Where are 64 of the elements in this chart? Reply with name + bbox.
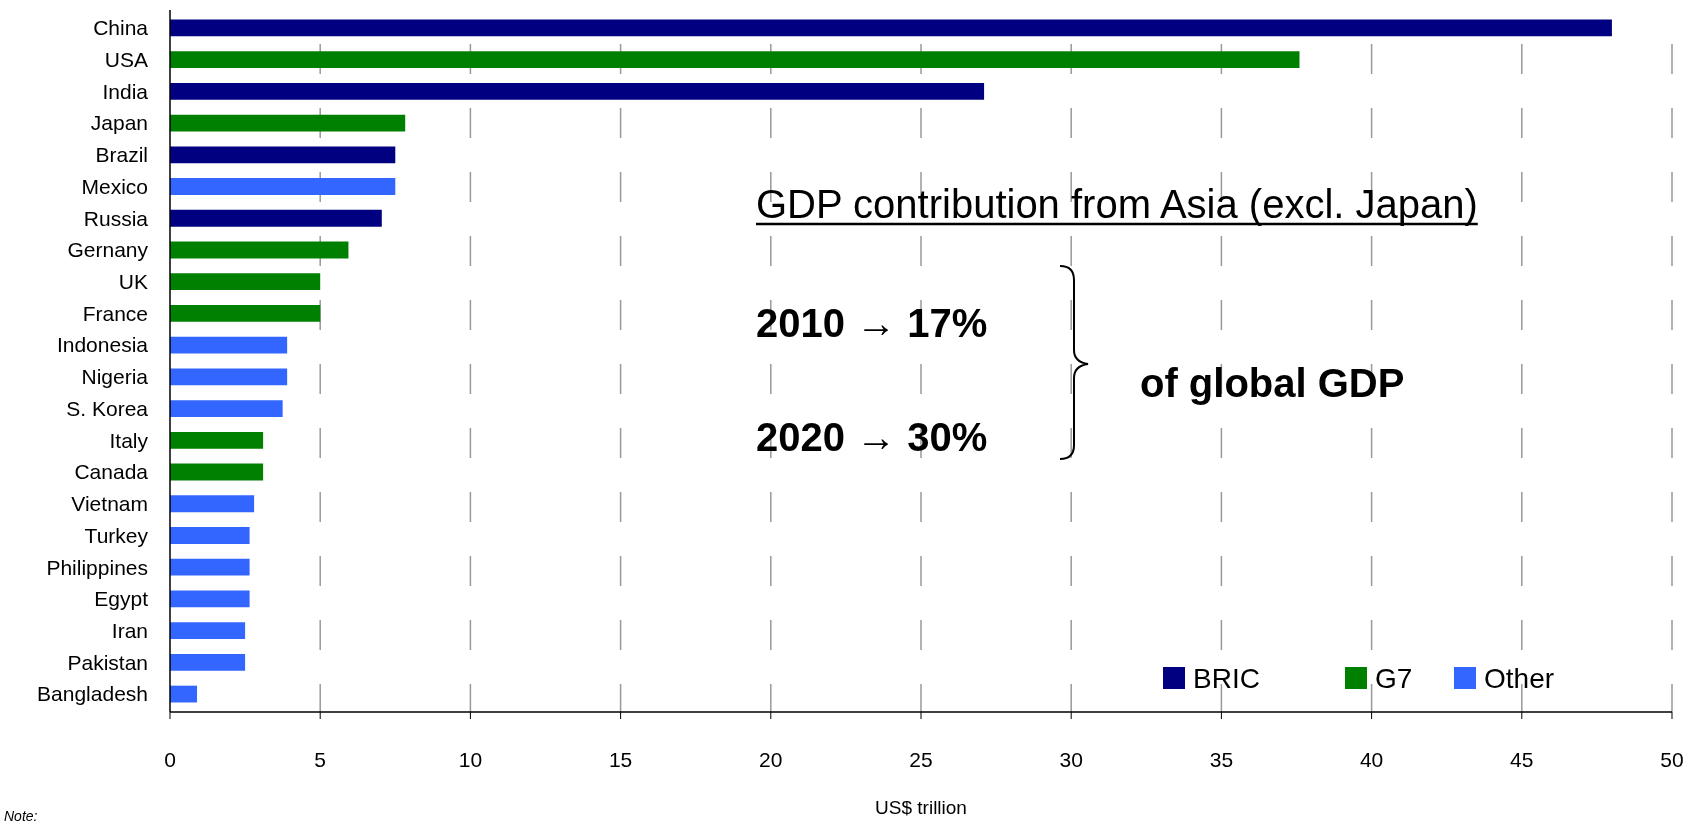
bar [170, 558, 250, 576]
annotation: 2020 → 30% [756, 415, 988, 459]
y-tick-label: Gernany [67, 238, 149, 262]
x-tick-label: 35 [1209, 748, 1234, 771]
y-tick-label: Nigeria [81, 365, 149, 389]
annotation: 2010 → 17% [756, 301, 988, 345]
x-tick-label: 40 [1359, 748, 1384, 771]
annotation: GDP contribution from Asia (excl. Japan) [756, 182, 1478, 226]
y-tick-label: Turkey [84, 523, 149, 547]
bar [170, 114, 406, 132]
annotation: of global GDP [1140, 361, 1405, 405]
bar [170, 400, 283, 417]
y-tick-label: Iran [111, 618, 148, 642]
bar [170, 527, 250, 544]
bar [170, 463, 264, 481]
text: Note: [4, 808, 38, 824]
bar [170, 622, 246, 640]
y-tick-label: Italy [109, 428, 149, 452]
y-tick-label: UK [118, 270, 148, 294]
bar [170, 241, 349, 259]
y-tick-label: China [93, 16, 149, 40]
bar [170, 305, 321, 322]
y-tick-label: Pakistan [67, 650, 148, 674]
y-tick-label: USA [104, 47, 148, 71]
y-tick-label: Mexico [81, 174, 148, 198]
bar [170, 209, 382, 227]
y-tick-label: S. Korea [66, 396, 149, 420]
bar [170, 685, 198, 703]
x-tick-label: 45 [1510, 748, 1534, 771]
y-tick-label: Egypt [94, 587, 149, 611]
bar [170, 368, 288, 386]
legend-label: G7 [1375, 662, 1413, 694]
y-tick-label: Bangladesh [37, 682, 148, 706]
bar [170, 273, 321, 291]
bar [170, 336, 288, 354]
x-tick-label: 20 [759, 748, 783, 771]
bar [170, 590, 250, 608]
bar [170, 19, 1612, 37]
bar [170, 178, 396, 195]
x-tick-label: 15 [608, 748, 633, 771]
legend-label: BRIC [1193, 662, 1260, 694]
y-tick-label: Canada [74, 460, 149, 484]
bar [170, 146, 396, 164]
bar [170, 51, 1300, 69]
y-tick-label: Indonesia [56, 333, 149, 357]
y-tick-label: India [102, 79, 149, 103]
legend-label: Other [1484, 662, 1555, 694]
y-tick-label: Russia [83, 206, 149, 230]
bar [170, 82, 985, 100]
y-tick-label: Japan [90, 111, 148, 135]
bar [170, 431, 264, 449]
bar [170, 495, 255, 513]
x-tick-label: 10 [458, 748, 483, 771]
bar [170, 653, 246, 671]
y-tick-label: Vietnam [71, 492, 148, 516]
y-tick-label: France [82, 301, 148, 325]
y-tick-label: Philippines [46, 555, 148, 579]
y-tick-label: Brazil [95, 143, 148, 167]
x-tick-label: 30 [1059, 748, 1083, 771]
x-tick-label: 0 [164, 748, 176, 771]
x-axis-title: US$ trillion [875, 797, 967, 818]
x-tick-label: 50 [1660, 748, 1684, 771]
x-tick-label: 5 [314, 748, 327, 771]
x-tick-label: 25 [909, 748, 933, 771]
